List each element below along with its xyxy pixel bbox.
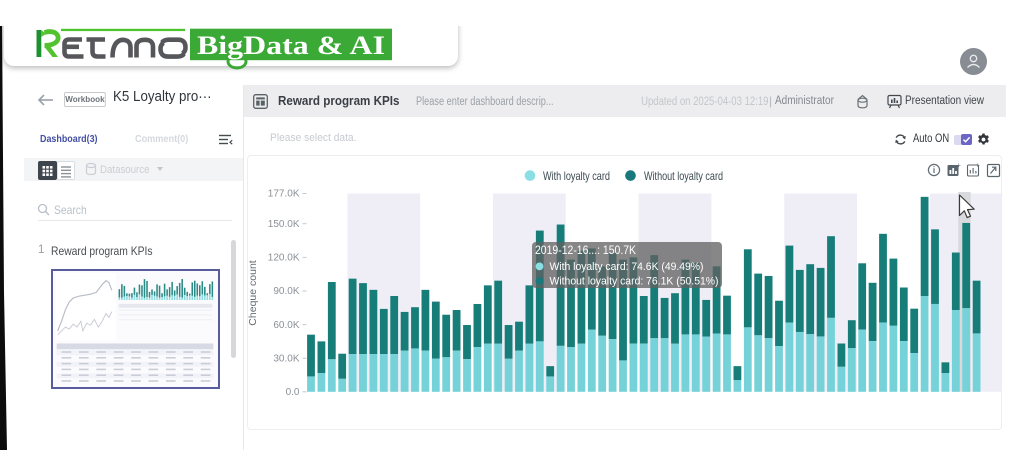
svg-text:30.0K: 30.0K — [273, 353, 299, 364]
svg-text:+: + — [976, 163, 980, 170]
svg-text:60.0K: 60.0K — [273, 320, 299, 331]
svg-text:120.0K: 120.0K — [268, 253, 300, 264]
svg-text:+: + — [957, 163, 961, 170]
svg-text:177.0K: 177.0K — [268, 189, 300, 200]
svg-text:With loyalty card: 74.6K (49.4: With loyalty card: 74.6K (49.49%) — [550, 261, 704, 273]
svg-text:2019-12-16...: 150.7K: 2019-12-16...: 150.7K — [535, 245, 636, 257]
svg-text:90.0K: 90.0K — [273, 286, 299, 297]
svg-text:Cheque count: Cheque count — [247, 260, 259, 325]
svg-text:150.0K: 150.0K — [268, 219, 300, 230]
svg-text:With loyalty card: With loyalty card — [543, 169, 610, 183]
svg-text:Without loyalty card: Without loyalty card — [644, 169, 723, 183]
svg-text:BigData & AI: BigData & AI — [197, 31, 385, 60]
svg-text:Without loyalty card: 76.1K (5: Without loyalty card: 76.1K (50.51%) — [550, 275, 719, 287]
svg-text:0.0: 0.0 — [286, 387, 300, 398]
